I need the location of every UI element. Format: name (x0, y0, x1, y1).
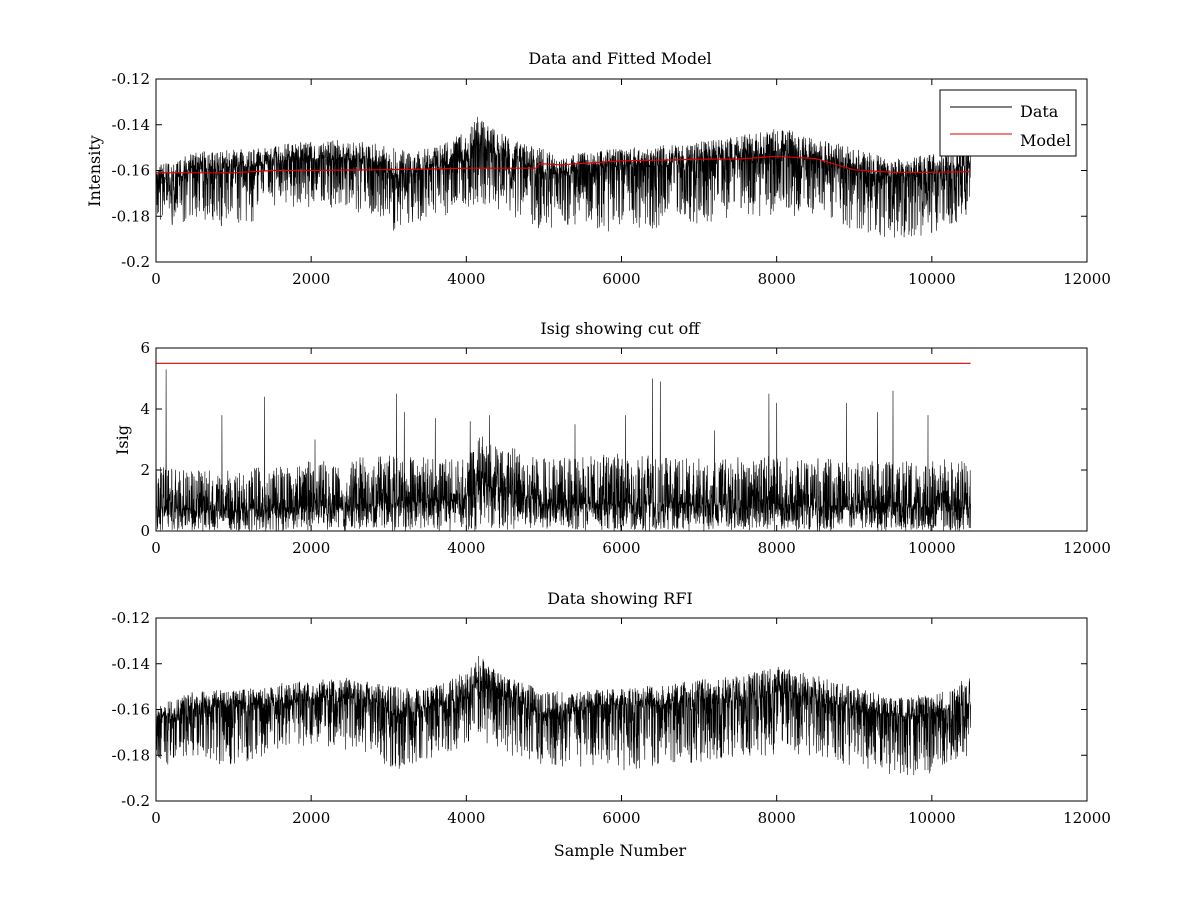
chart-title: Data showing RFI (547, 589, 692, 608)
chart-title: Data and Fitted Model (528, 49, 711, 68)
x-tick-label: 12000 (1063, 539, 1111, 557)
y-tick-label: 2 (140, 461, 150, 479)
plot-area: 0 2000 4000 6000 8000 10000 12000 -0.2 -0.18 -0.1… (112, 609, 1111, 827)
panel-isig-showing-cut-off: Isig showing cut off Isig 0 2000 4000 6000 8… (113, 319, 1111, 557)
legend-entry-model: Model (1020, 131, 1071, 150)
y-axis-label: Isig (113, 425, 132, 455)
legend: Data Model (939, 89, 1077, 157)
x-axis-label: Sample Number (554, 841, 687, 860)
y-tick-label: -0.2 (121, 253, 150, 271)
x-tick-label: 8000 (758, 539, 796, 557)
x-tick-label: 12000 (1063, 809, 1111, 827)
x-tick-label: 0 (151, 270, 161, 288)
series-line-data (156, 116, 971, 238)
y-tick-label: -0.14 (112, 655, 150, 673)
x-tick-label: 2000 (292, 539, 330, 557)
y-tick-label: -0.16 (112, 162, 150, 180)
x-tick-label: 4000 (447, 270, 485, 288)
y-tick-label: -0.18 (112, 746, 150, 764)
x-tick-label: 8000 (758, 270, 796, 288)
x-tick-label: 0 (151, 539, 161, 557)
x-tick-label: 10000 (908, 539, 956, 557)
x-tick-label: 6000 (602, 809, 640, 827)
plot-area: 0 2000 4000 6000 8000 10000 12000 -0.2 -0.18 -0.1… (112, 70, 1111, 288)
x-tick-label: 8000 (758, 809, 796, 827)
y-tick-label: 0 (140, 522, 150, 540)
x-tick-label: 6000 (602, 539, 640, 557)
y-tick-label: 6 (140, 339, 150, 357)
y-axis-label: Intensity (85, 135, 104, 207)
x-tick-label: 0 (151, 809, 161, 827)
y-tick-label: -0.16 (112, 701, 150, 719)
chart-title: Isig showing cut off (540, 319, 701, 338)
x-tick-label: 10000 (908, 809, 956, 827)
legend-box (939, 89, 1077, 157)
y-tick-label: -0.2 (121, 792, 150, 810)
series-line-data (156, 655, 971, 776)
series-group (156, 116, 971, 238)
y-tick-label: -0.12 (112, 70, 150, 88)
series-line-model (156, 155, 971, 174)
panel-data-and-fitted-model: Data and Fitted Model Intensity 0 2000 400… (85, 49, 1111, 288)
y-tick-label: 4 (140, 400, 150, 418)
y-tick-label: -0.12 (112, 609, 150, 627)
y-tick-label: -0.14 (112, 116, 150, 134)
x-tick-label: 2000 (292, 270, 330, 288)
x-tick-label: 10000 (908, 270, 956, 288)
series-group (156, 655, 971, 776)
plot-area: 0 2000 4000 6000 8000 10000 12000 0 2 4 6 (140, 339, 1110, 557)
y-tick-label: -0.18 (112, 207, 150, 225)
x-tick-label: 4000 (447, 809, 485, 827)
series-group (156, 362, 971, 531)
legend-entry-data: Data (1020, 102, 1059, 121)
x-tick-label: 6000 (602, 270, 640, 288)
x-tick-label: 12000 (1063, 270, 1111, 288)
x-tick-label: 2000 (292, 809, 330, 827)
panel-data-showing-rfi: Data showing RFI Sample Number 0 2000 4000… (112, 589, 1111, 860)
x-tick-label: 4000 (447, 539, 485, 557)
series-line-isig (156, 369, 971, 531)
